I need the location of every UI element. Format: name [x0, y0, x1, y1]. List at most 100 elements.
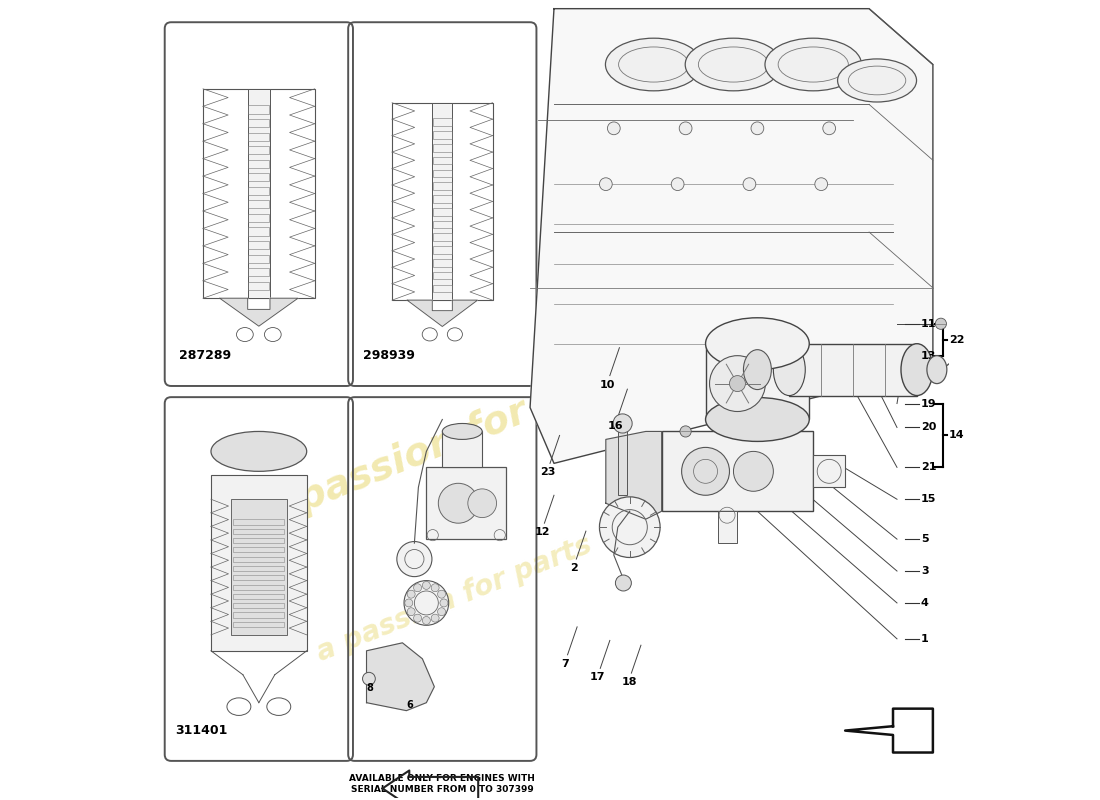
- Polygon shape: [606, 431, 662, 519]
- Polygon shape: [407, 300, 477, 326]
- Circle shape: [438, 483, 478, 523]
- Text: 15: 15: [921, 494, 936, 504]
- Bar: [432, 182, 452, 190]
- Ellipse shape: [685, 38, 782, 91]
- Ellipse shape: [773, 344, 805, 395]
- Bar: [249, 133, 270, 141]
- Circle shape: [671, 178, 684, 190]
- Bar: [233, 538, 285, 543]
- Bar: [249, 174, 270, 182]
- Bar: [233, 603, 285, 608]
- Text: 21: 21: [921, 462, 936, 472]
- Bar: [432, 246, 452, 254]
- Bar: [231, 499, 287, 635]
- Bar: [249, 160, 270, 168]
- Bar: [790, 344, 917, 395]
- Circle shape: [600, 178, 613, 190]
- Text: 19: 19: [921, 398, 936, 409]
- Bar: [233, 557, 285, 562]
- Bar: [233, 622, 285, 627]
- Text: 3: 3: [921, 566, 928, 576]
- Circle shape: [422, 582, 430, 590]
- Text: 17: 17: [590, 672, 606, 682]
- Circle shape: [468, 489, 496, 518]
- Text: 298939: 298939: [363, 349, 415, 362]
- Polygon shape: [530, 9, 933, 463]
- Bar: [392, 102, 493, 300]
- Ellipse shape: [705, 318, 810, 370]
- Polygon shape: [366, 643, 434, 710]
- Bar: [248, 89, 270, 298]
- Bar: [249, 146, 270, 154]
- Bar: [249, 282, 270, 290]
- Circle shape: [405, 599, 412, 607]
- Circle shape: [414, 584, 421, 592]
- Bar: [233, 594, 285, 599]
- Circle shape: [680, 426, 691, 437]
- Circle shape: [935, 318, 946, 330]
- Circle shape: [710, 356, 766, 411]
- Circle shape: [682, 447, 729, 495]
- Circle shape: [815, 178, 827, 190]
- Ellipse shape: [744, 350, 771, 390]
- Bar: [432, 195, 452, 202]
- Text: 2: 2: [570, 563, 578, 573]
- Bar: [432, 157, 452, 164]
- Text: a passion for parts: a passion for parts: [256, 345, 652, 534]
- Circle shape: [438, 590, 446, 598]
- Text: 287289: 287289: [179, 349, 231, 362]
- Bar: [233, 566, 285, 571]
- Circle shape: [607, 122, 620, 134]
- Circle shape: [404, 581, 449, 626]
- Bar: [211, 475, 307, 651]
- Text: 7: 7: [561, 658, 569, 669]
- Polygon shape: [220, 298, 298, 326]
- Bar: [432, 208, 452, 215]
- Text: a passion for parts: a passion for parts: [312, 531, 596, 667]
- Circle shape: [407, 608, 415, 616]
- Bar: [427, 467, 506, 539]
- Bar: [249, 119, 270, 127]
- Ellipse shape: [705, 398, 810, 442]
- Ellipse shape: [764, 38, 861, 91]
- Bar: [618, 423, 627, 495]
- Circle shape: [679, 122, 692, 134]
- Bar: [717, 511, 737, 543]
- Bar: [432, 272, 452, 279]
- Circle shape: [431, 584, 439, 592]
- Text: 8: 8: [366, 683, 373, 694]
- Text: 22: 22: [949, 334, 965, 345]
- Ellipse shape: [211, 431, 307, 471]
- Bar: [432, 170, 452, 177]
- Bar: [249, 268, 270, 276]
- Ellipse shape: [837, 59, 916, 102]
- Bar: [249, 214, 270, 222]
- Text: 12: 12: [535, 527, 550, 537]
- Ellipse shape: [927, 356, 947, 383]
- Bar: [249, 186, 270, 195]
- Circle shape: [823, 122, 836, 134]
- Text: 10: 10: [600, 379, 615, 390]
- Circle shape: [615, 575, 631, 591]
- Bar: [432, 131, 452, 139]
- Bar: [432, 221, 452, 228]
- Bar: [249, 200, 270, 209]
- Bar: [432, 259, 452, 266]
- Bar: [432, 144, 452, 152]
- Bar: [432, 285, 452, 292]
- Circle shape: [734, 451, 773, 491]
- Bar: [432, 234, 452, 241]
- Circle shape: [397, 542, 432, 577]
- Bar: [233, 519, 285, 525]
- Text: AVAILABLE ONLY FOR ENGINES WITH
SERIAL NUMBER FROM 0 TO 307399: AVAILABLE ONLY FOR ENGINES WITH SERIAL N…: [350, 774, 536, 794]
- Bar: [662, 431, 813, 511]
- Text: 18: 18: [621, 677, 637, 687]
- Circle shape: [438, 608, 446, 616]
- Ellipse shape: [605, 38, 702, 91]
- Bar: [813, 455, 845, 487]
- Circle shape: [363, 672, 375, 685]
- Bar: [233, 575, 285, 580]
- Polygon shape: [845, 709, 933, 753]
- Ellipse shape: [901, 344, 933, 395]
- Text: 11: 11: [921, 318, 936, 329]
